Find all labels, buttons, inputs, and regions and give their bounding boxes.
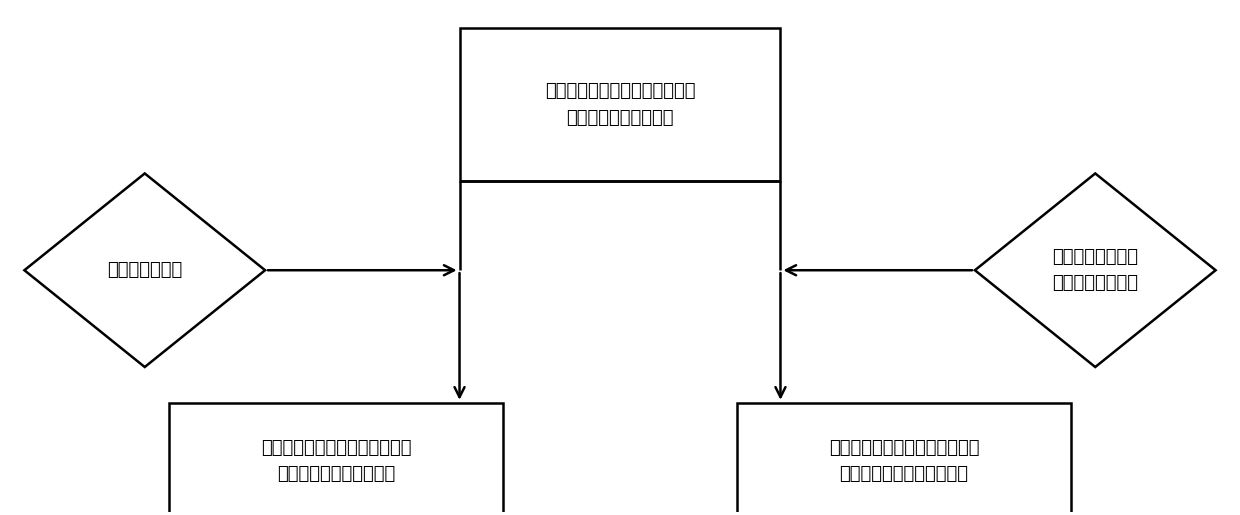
Bar	[170, 403, 502, 515]
Polygon shape	[975, 174, 1215, 367]
Text: 代替全实缸状态，缸内实际隔板
汽封、轴封汽封径向间隙: 代替全实缸状态，缸内实际隔板 汽封、轴封汽封径向间隙	[260, 439, 412, 484]
Text: 半实缸状态下，缸内实际隔板汽
封、轴封汽封径向间隙: 半实缸状态下，缸内实际隔板汽 封、轴封汽封径向间隙	[544, 82, 696, 127]
Text: 汽缸缸体变形小: 汽缸缸体变形小	[107, 261, 182, 279]
Text: 推算出全实缸状态，缸内实际隔
板汽封、轴封汽封径向间隙: 推算出全实缸状态，缸内实际隔 板汽封、轴封汽封径向间隙	[828, 439, 980, 484]
Bar	[460, 28, 780, 181]
Polygon shape	[25, 174, 265, 367]
Bar	[738, 403, 1070, 515]
Text: 汽缸缸体变形大，
且已掌握变形规律: 汽缸缸体变形大， 且已掌握变形规律	[1053, 248, 1138, 293]
